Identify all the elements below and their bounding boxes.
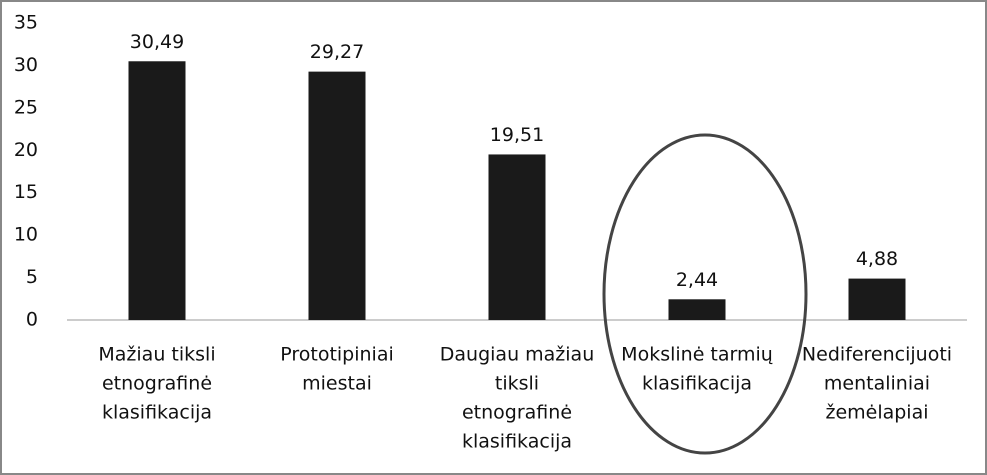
y-tick-label: 20 bbox=[14, 139, 38, 161]
y-tick-label: 15 bbox=[14, 181, 38, 203]
y-tick-label: 5 bbox=[26, 266, 38, 288]
value-label: 2,44 bbox=[676, 269, 718, 291]
value-label: 30,49 bbox=[130, 31, 184, 53]
y-tick-label: 35 bbox=[14, 12, 38, 34]
y-tick-label: 0 bbox=[26, 309, 38, 331]
x-tick-label: etnografinė bbox=[462, 402, 572, 424]
x-tick-label: klasifikacija bbox=[102, 402, 212, 424]
value-label: 4,88 bbox=[856, 248, 898, 270]
x-tick-label: Mažiau tiksli bbox=[98, 344, 215, 366]
bar bbox=[128, 61, 186, 321]
y-tick-label: 10 bbox=[14, 224, 38, 246]
x-tick-label: Prototipiniai bbox=[280, 344, 394, 366]
x-tick-label: Daugiau mažiau bbox=[440, 344, 594, 366]
x-tick-label: Mokslinė tarmių bbox=[621, 344, 773, 366]
bar bbox=[308, 71, 366, 321]
y-tick-label: 30 bbox=[14, 54, 38, 76]
y-tick-label: 25 bbox=[14, 96, 38, 118]
x-tick-label: Nediferencijuoti bbox=[802, 344, 952, 366]
x-tick-label: etnografinė bbox=[102, 373, 212, 395]
x-tick-label: žemėlapiai bbox=[825, 402, 928, 424]
x-tick-label: klasifikacija bbox=[642, 373, 752, 395]
bar bbox=[848, 278, 906, 320]
value-label: 29,27 bbox=[310, 41, 364, 63]
x-tick-label: klasifikacija bbox=[462, 431, 572, 453]
x-tick-label: tiksli bbox=[495, 373, 539, 395]
bar bbox=[668, 299, 726, 320]
x-tick-label: mentaliniai bbox=[824, 373, 930, 395]
value-label: 19,51 bbox=[490, 124, 544, 146]
x-tick-label: miestai bbox=[302, 373, 372, 395]
bar bbox=[488, 154, 546, 320]
highlight-ellipse bbox=[602, 133, 808, 455]
